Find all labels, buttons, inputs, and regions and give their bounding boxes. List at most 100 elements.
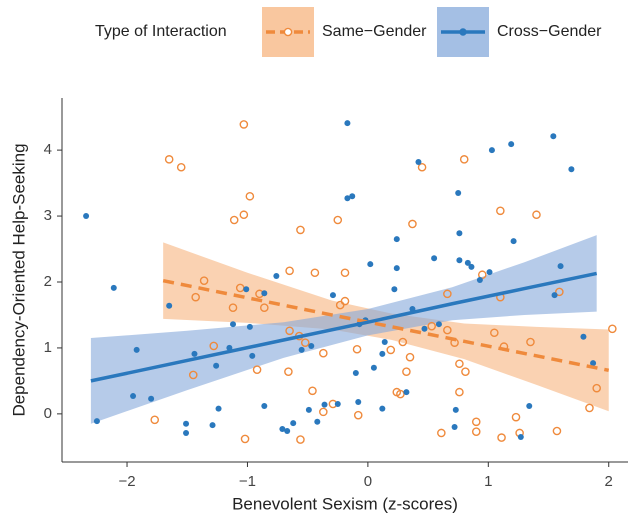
data-point xyxy=(417,162,427,172)
data-point xyxy=(314,418,321,425)
data-point xyxy=(608,324,617,334)
data-point xyxy=(148,395,155,402)
data-point xyxy=(552,426,562,436)
data-point xyxy=(243,286,250,293)
data-point xyxy=(245,191,255,201)
data-point xyxy=(130,393,137,400)
data-point xyxy=(398,337,408,347)
data-point xyxy=(199,276,209,285)
data-point xyxy=(456,257,463,264)
data-point xyxy=(279,426,286,433)
data-point xyxy=(550,133,557,140)
data-point xyxy=(408,219,417,229)
data-point xyxy=(471,417,481,427)
data-point xyxy=(133,346,140,353)
data-point xyxy=(329,292,336,299)
data-point xyxy=(555,287,564,297)
data-point xyxy=(110,284,117,291)
legend-label: Cross−Gender xyxy=(497,23,602,40)
data-point xyxy=(396,389,405,399)
data-point xyxy=(352,369,359,376)
data-point xyxy=(349,193,356,200)
data-point xyxy=(510,238,517,245)
y-tick-label: 3 xyxy=(44,207,52,224)
data-point xyxy=(176,162,186,172)
data-point xyxy=(379,405,386,412)
data-point xyxy=(239,210,249,220)
data-point xyxy=(344,195,351,202)
data-point xyxy=(551,292,558,299)
data-point xyxy=(229,215,239,225)
x-tick-label: 0 xyxy=(364,473,372,490)
data-point xyxy=(93,418,100,425)
data-point xyxy=(386,345,396,355)
data-point xyxy=(461,367,470,376)
data-point xyxy=(321,401,328,408)
data-point xyxy=(421,325,428,332)
data-point xyxy=(209,422,216,429)
data-point xyxy=(488,147,495,154)
data-point xyxy=(402,367,411,376)
data-point xyxy=(308,386,317,396)
data-point xyxy=(298,346,305,353)
data-point xyxy=(403,389,410,396)
data-point xyxy=(517,433,524,440)
data-point xyxy=(456,230,463,237)
data-point xyxy=(340,268,350,278)
data-point xyxy=(191,350,198,357)
data-point xyxy=(393,236,400,243)
y-tick-label: 0 xyxy=(44,405,52,422)
data-point xyxy=(209,341,219,351)
legend-title: Type of Interaction xyxy=(95,23,227,40)
data-point xyxy=(455,387,464,397)
data-point xyxy=(164,155,174,164)
y-axis-label: Dependency-Oriented Help-Seeking xyxy=(9,143,28,416)
data-point xyxy=(590,360,597,367)
data-point xyxy=(526,402,533,409)
data-point xyxy=(490,328,499,338)
regression-line xyxy=(90,271,598,383)
data-point xyxy=(213,362,220,369)
data-point xyxy=(451,424,458,431)
data-point xyxy=(532,210,541,220)
data-point xyxy=(476,277,483,284)
data-point xyxy=(240,434,250,444)
x-tick-label: 1 xyxy=(484,473,492,490)
data-point xyxy=(296,225,305,235)
regression-line xyxy=(162,278,610,373)
data-point xyxy=(285,266,294,276)
data-point xyxy=(183,429,190,436)
data-point xyxy=(367,261,374,268)
data-point xyxy=(166,302,173,309)
data-point xyxy=(511,412,521,422)
data-point xyxy=(497,433,506,442)
data-point xyxy=(391,286,398,293)
data-point xyxy=(296,435,305,444)
data-point xyxy=(381,338,388,345)
data-point xyxy=(459,155,469,164)
y-tick-label: 2 xyxy=(44,273,52,290)
data-point xyxy=(415,158,422,165)
data-point xyxy=(486,269,493,276)
data-point xyxy=(260,303,269,313)
data-point xyxy=(333,215,343,225)
data-point xyxy=(427,321,437,331)
data-point xyxy=(379,350,386,357)
data-point xyxy=(431,255,438,262)
x-axis-label: Benevolent Sexism (z-scores) xyxy=(232,494,458,513)
data-point xyxy=(592,383,601,393)
legend-marker xyxy=(459,28,467,36)
data-point xyxy=(370,364,377,371)
y-tick-label: 4 xyxy=(44,141,52,158)
data-point xyxy=(261,290,268,297)
data-point xyxy=(273,273,280,280)
data-point xyxy=(183,420,190,427)
data-point xyxy=(188,370,198,380)
data-point xyxy=(443,325,452,335)
data-point xyxy=(150,415,160,425)
data-point xyxy=(215,405,222,412)
legend-label: Same−Gender xyxy=(322,23,427,40)
x-tick-label: −2 xyxy=(118,473,135,490)
data-point xyxy=(455,359,464,369)
data-point xyxy=(437,428,446,438)
